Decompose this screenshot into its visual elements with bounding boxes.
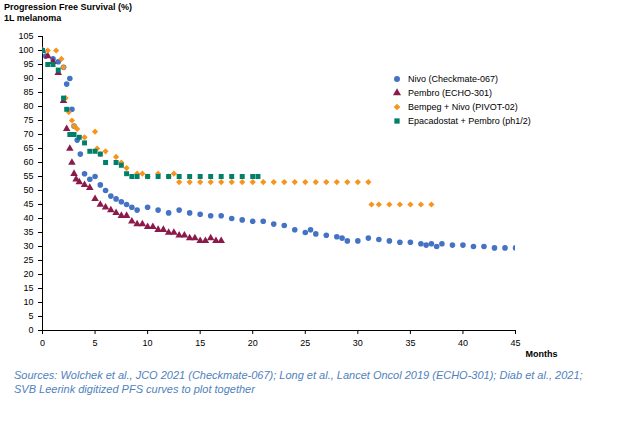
html-text:Bempeg + Nivo (PIVOT-02): Bempeg + Nivo (PIVOT-02) xyxy=(408,102,518,112)
html-text:Epacadostat + Pembro (ph1/2): Epacadostat + Pembro (ph1/2) xyxy=(408,116,531,126)
svg-text:85: 85 xyxy=(23,87,33,97)
svg-text:35: 35 xyxy=(405,338,415,348)
svg-text:40: 40 xyxy=(458,338,468,348)
html-text:Progression Free Survival (%): Progression Free Survival (%) xyxy=(4,2,132,12)
svg-text:20: 20 xyxy=(23,269,33,279)
svg-text:45: 45 xyxy=(510,338,520,348)
svg-text:25: 25 xyxy=(23,255,33,265)
svg-text:80: 80 xyxy=(23,101,33,111)
svg-text:15: 15 xyxy=(23,283,33,293)
html-text:Sources: Wolchek et al., JCO 2: Sources: Wolchek et al., JCO 2021 (Check… xyxy=(14,369,583,395)
svg-text:40: 40 xyxy=(23,213,33,223)
svg-text:90: 90 xyxy=(23,73,33,83)
html-text:Pembro (ECHO-301): Pembro (ECHO-301) xyxy=(408,88,492,98)
svg-text:5: 5 xyxy=(93,338,98,348)
svg-text:35: 35 xyxy=(23,227,33,237)
svg-text:55: 55 xyxy=(23,171,33,181)
svg-text:0: 0 xyxy=(40,338,45,348)
svg-text:15: 15 xyxy=(195,338,205,348)
html-text:Nivo (Checkmate-067): Nivo (Checkmate-067) xyxy=(408,74,498,84)
svg-text:30: 30 xyxy=(353,338,363,348)
svg-text:50: 50 xyxy=(23,185,33,195)
svg-text:30: 30 xyxy=(23,241,33,251)
svg-text:65: 65 xyxy=(23,143,33,153)
svg-text:5: 5 xyxy=(28,311,33,321)
svg-text:60: 60 xyxy=(23,157,33,167)
svg-text:20: 20 xyxy=(248,338,258,348)
svg-text:10: 10 xyxy=(143,338,153,348)
svg-text:70: 70 xyxy=(23,129,33,139)
svg-text:10: 10 xyxy=(23,297,33,307)
svg-text:45: 45 xyxy=(23,199,33,209)
html-text:1L melanoma: 1L melanoma xyxy=(4,13,62,23)
svg-text:105: 105 xyxy=(18,31,33,41)
svg-text:25: 25 xyxy=(300,338,310,348)
svg-text:0: 0 xyxy=(28,325,33,335)
svg-text:100: 100 xyxy=(18,45,33,55)
svg-text:Months: Months xyxy=(526,349,558,359)
svg-text:75: 75 xyxy=(23,115,33,125)
svg-text:95: 95 xyxy=(23,59,33,69)
